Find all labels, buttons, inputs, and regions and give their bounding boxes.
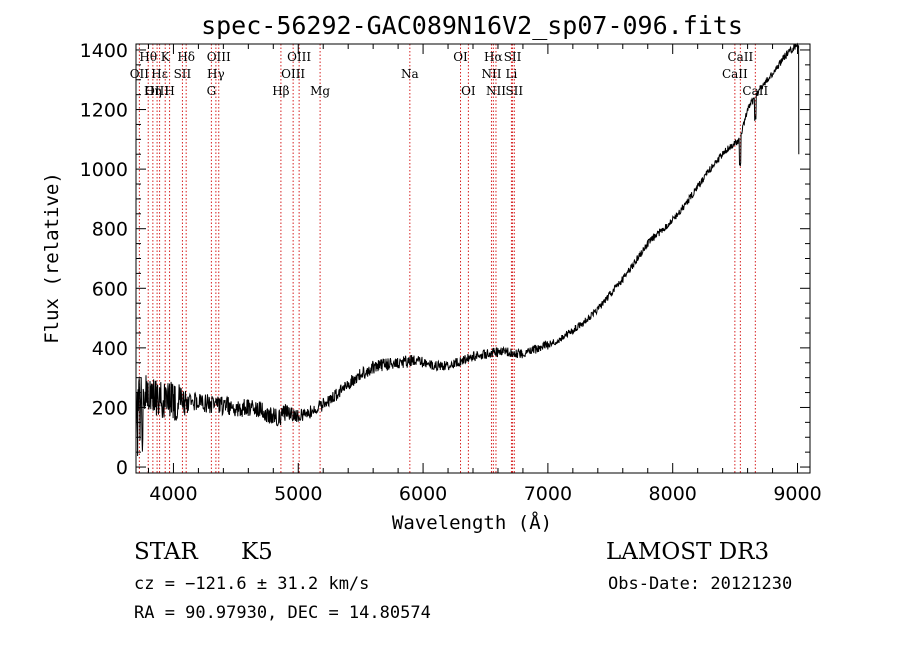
survey-name: LAMOST DR3 bbox=[606, 539, 770, 565]
emission-line-label: Hα bbox=[484, 50, 503, 64]
emission-line-label: Na bbox=[401, 67, 419, 81]
emission-line-label: Hγ bbox=[207, 67, 225, 81]
emission-line-label: OIII bbox=[281, 67, 305, 81]
observation-date: Obs-Date: 20121230 bbox=[608, 574, 793, 594]
emission-line-label: SII bbox=[504, 50, 522, 64]
y-tick-label: 400 bbox=[92, 338, 128, 360]
emission-line-label: H bbox=[164, 84, 174, 98]
x-tick-label: 5000 bbox=[274, 483, 322, 505]
emission-line-label: Li bbox=[506, 67, 518, 81]
emission-line-label: CaII bbox=[742, 84, 768, 98]
emission-line-label: OIII bbox=[287, 50, 311, 64]
x-axis-ticks: 4000 5000 6000 7000 8000 9000 bbox=[147, 44, 822, 505]
x-tick-label: 7000 bbox=[524, 483, 572, 505]
x-tick-label: 4000 bbox=[149, 483, 197, 505]
redshift-velocity: cz = −121.6 ± 31.2 km/s bbox=[134, 574, 370, 594]
x-axis-label: Wavelength (Å) bbox=[392, 511, 552, 534]
emission-line-markers bbox=[138, 44, 756, 473]
emission-line-label: Mg bbox=[310, 84, 330, 98]
y-tick-label: 1000 bbox=[80, 159, 128, 181]
y-tick-label: 800 bbox=[92, 219, 128, 241]
chart-title: spec-56292-GAC089N16V2_sp07-096.fits bbox=[201, 11, 743, 40]
emission-line-label: OIII bbox=[207, 50, 231, 64]
y-tick-label: 1200 bbox=[80, 100, 128, 122]
spectrum-line bbox=[135, 42, 800, 457]
y-tick-label: 200 bbox=[92, 397, 128, 419]
emission-line-label: OII bbox=[130, 67, 150, 81]
x-tick-label: 8000 bbox=[649, 483, 697, 505]
sky-coordinates: RA = 90.97930, DEC = 14.80574 bbox=[134, 603, 431, 623]
emission-line-label: K bbox=[161, 50, 171, 64]
y-axis-ticks: 0 200 400 600 800 1000 1200 1400 bbox=[80, 40, 810, 479]
y-tick-label: 0 bbox=[116, 457, 128, 479]
x-tick-label: 9000 bbox=[773, 483, 821, 505]
emission-line-label: CaII bbox=[722, 67, 748, 81]
emission-line-label: NII bbox=[486, 84, 506, 98]
y-tick-label: 1400 bbox=[80, 40, 128, 62]
emission-line-label: Hη bbox=[144, 84, 162, 98]
emission-line-label: OI bbox=[453, 50, 468, 64]
emission-line-label: SII bbox=[174, 67, 192, 81]
emission-line-label: Hε bbox=[151, 67, 168, 81]
y-tick-label: 600 bbox=[92, 278, 128, 300]
emission-line-label: Hδ bbox=[177, 50, 195, 64]
emission-line-label: SII bbox=[505, 84, 523, 98]
x-tick-label: 6000 bbox=[399, 483, 447, 505]
emission-line-label: Hβ bbox=[272, 84, 289, 98]
emission-line-label: Hθ bbox=[139, 50, 157, 64]
object-subclass: K5 bbox=[241, 539, 273, 565]
emission-line-label: G bbox=[207, 84, 217, 98]
y-axis-label: Flux (relative) bbox=[41, 172, 63, 344]
object-class: STAR bbox=[134, 539, 198, 565]
emission-line-label: NII bbox=[481, 67, 501, 81]
emission-line-label: CaII bbox=[727, 50, 753, 64]
emission-line-label: OIII bbox=[145, 84, 169, 98]
emission-line-label: OI bbox=[461, 84, 476, 98]
